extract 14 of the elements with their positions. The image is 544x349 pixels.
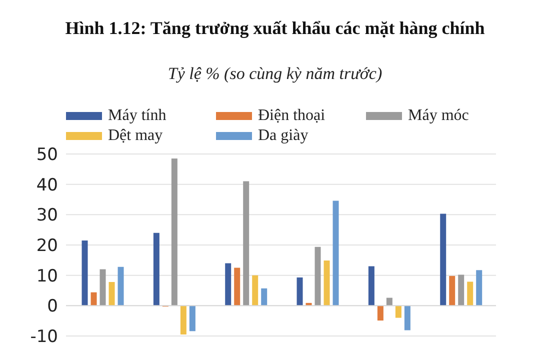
y-tick-label: 40: [36, 175, 58, 196]
legend-label: Da giày: [257, 126, 310, 146]
y-tick-label: 0: [47, 296, 58, 317]
y-tick-label: 20: [36, 236, 58, 256]
legend-label: Điện thoại: [257, 106, 326, 126]
y-tick-label: 50: [36, 145, 58, 166]
y-tick-label: -10: [30, 327, 58, 348]
y-tick-label: 30: [36, 206, 58, 226]
legend-label: Máy móc: [407, 106, 470, 126]
chart-subtitle: Tỷ lệ % (so cùng kỳ năm trước): [168, 64, 382, 83]
legend-label: Máy tính: [107, 106, 168, 126]
legend-label: Dệt may: [107, 126, 164, 146]
y-tick-label: 10: [36, 266, 58, 286]
chart-title: Hình 1.12: Tăng trưởng xuất khẩu các mặt hàng chính: [65, 18, 485, 38]
